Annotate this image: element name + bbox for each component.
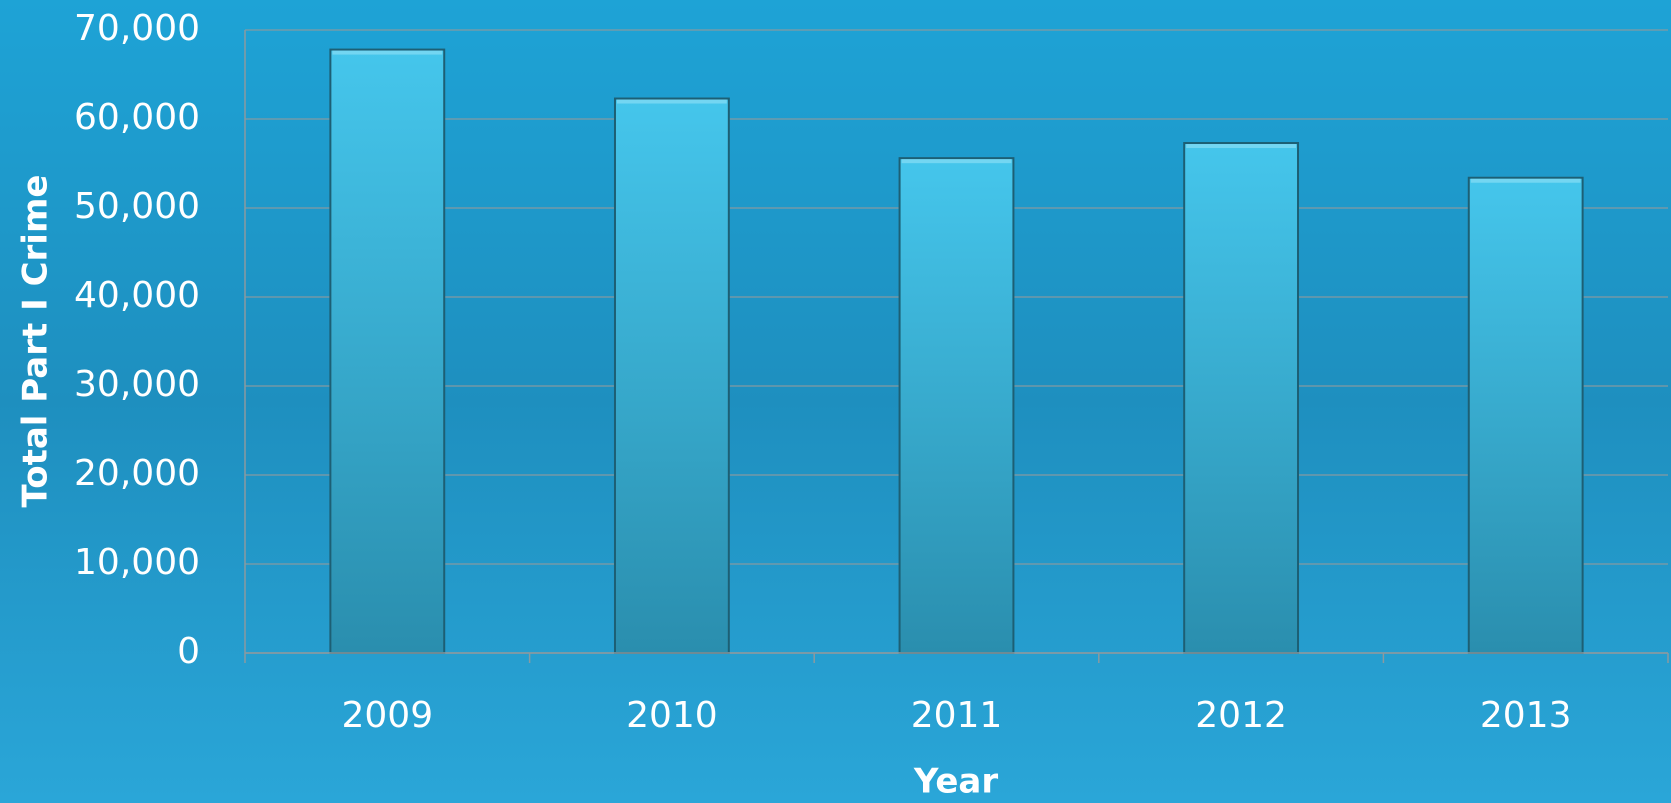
x-tick-label: 2011 bbox=[911, 695, 1003, 736]
x-tick-label: 2009 bbox=[341, 695, 433, 736]
y-tick-label: 50,000 bbox=[74, 186, 200, 227]
x-tick-label: 2010 bbox=[626, 695, 718, 736]
x-tick-label: 2012 bbox=[1195, 695, 1287, 736]
bar-highlight bbox=[332, 50, 443, 55]
bar-highlight bbox=[1470, 178, 1581, 183]
y-tick-label: 40,000 bbox=[74, 275, 200, 316]
y-tick-label: 10,000 bbox=[74, 542, 200, 583]
x-axis-title: Year bbox=[913, 762, 999, 802]
bar-highlight bbox=[901, 159, 1012, 164]
bar bbox=[1183, 142, 1300, 654]
y-tick-label: 60,000 bbox=[74, 97, 200, 138]
bar-highlight bbox=[616, 99, 727, 104]
bar bbox=[1467, 176, 1584, 655]
bar bbox=[898, 157, 1015, 654]
y-tick-label: 20,000 bbox=[74, 453, 200, 494]
x-tick-label: 2013 bbox=[1480, 695, 1572, 736]
y-tick-label: 30,000 bbox=[74, 364, 200, 405]
bar-highlight bbox=[1186, 144, 1297, 149]
bar bbox=[613, 97, 730, 654]
y-axis-title: Total Part I Crime bbox=[16, 175, 56, 508]
y-tick-label: 0 bbox=[177, 631, 200, 672]
y-tick-label: 70,000 bbox=[74, 8, 200, 49]
bar bbox=[329, 48, 446, 654]
